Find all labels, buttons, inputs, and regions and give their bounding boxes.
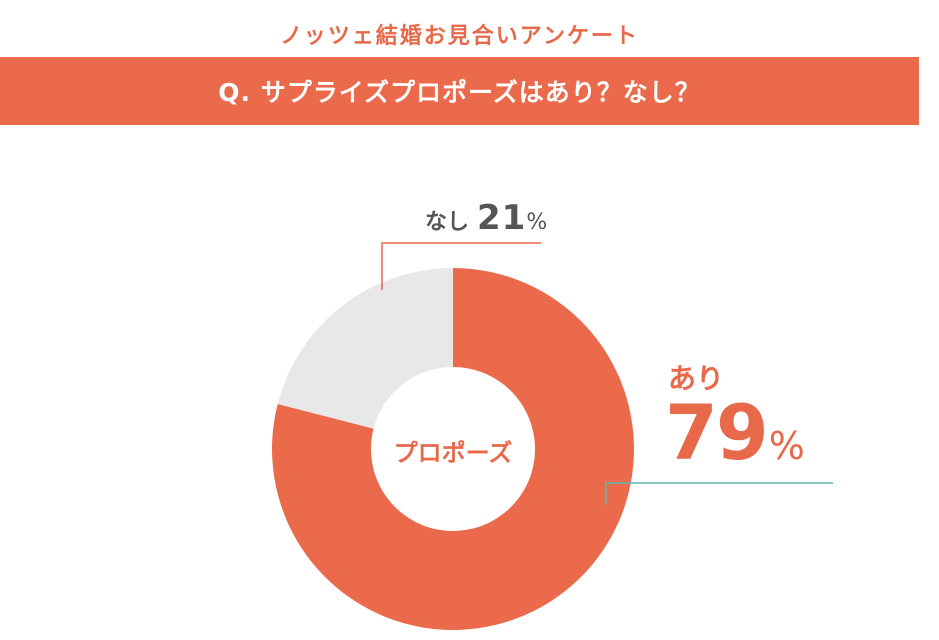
ari-leader-line bbox=[605, 482, 833, 505]
label-nashi-name: なし bbox=[425, 210, 470, 235]
slice-nashi bbox=[277, 268, 453, 429]
question-text: Q. サプライズプロポーズはあり？なし？ bbox=[218, 78, 701, 107]
label-ari-name: あり bbox=[668, 362, 725, 395]
survey-title: ノッツェ結婚お見合いアンケート bbox=[280, 24, 639, 49]
label-ari-value: 79 bbox=[665, 388, 769, 477]
donut-center-label: プロポーズ bbox=[393, 439, 513, 467]
nashi-leader-line bbox=[381, 242, 541, 290]
slice-ari bbox=[272, 268, 634, 631]
label-nashi-value: 21 bbox=[477, 198, 527, 238]
label-nashi: なし 21% bbox=[425, 198, 547, 238]
question-banner: Q. サプライズプロポーズはあり？なし？ bbox=[0, 57, 919, 125]
label-ari-unit: % bbox=[768, 424, 805, 468]
label-nashi-unit: % bbox=[526, 210, 548, 235]
label-ari-value-group: 79% bbox=[665, 388, 805, 477]
